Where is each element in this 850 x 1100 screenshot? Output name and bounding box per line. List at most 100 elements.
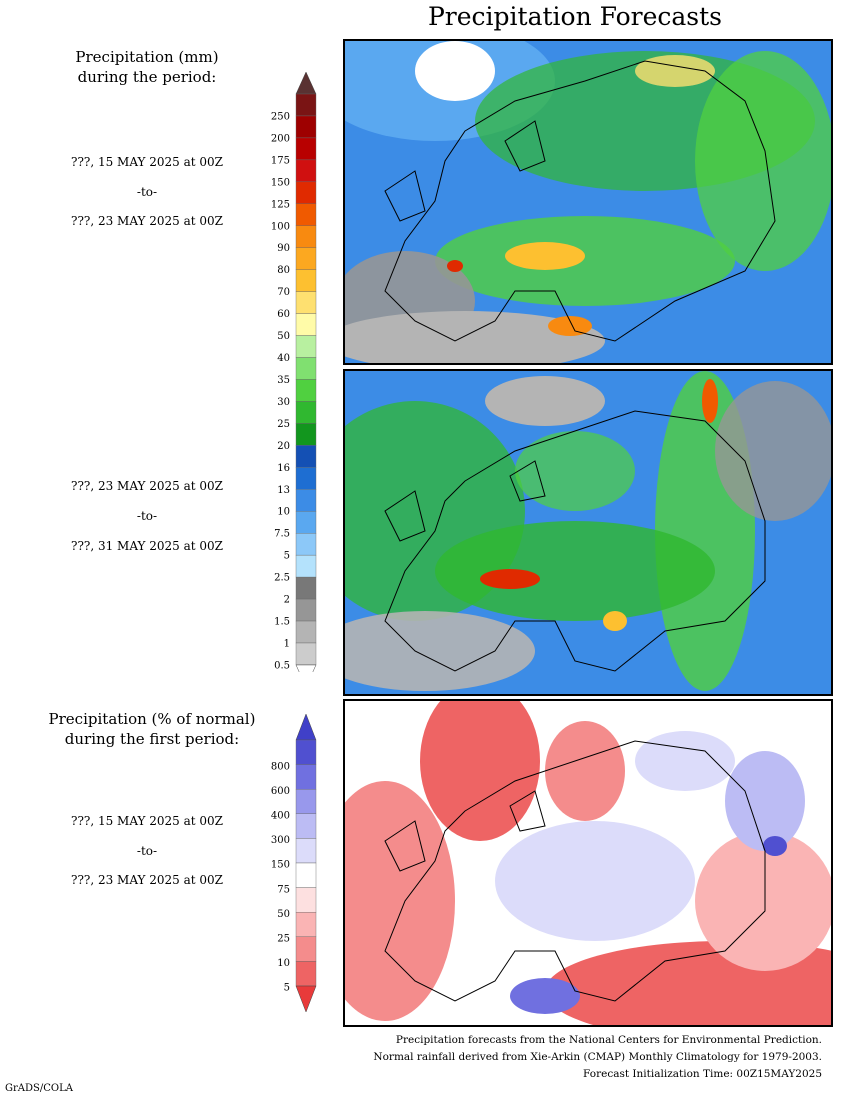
precip-colorbar-cell (295, 247, 317, 270)
precip-colorbar-tick-label: 200 (271, 133, 290, 144)
map-panel-percent-of-normal (343, 699, 833, 1027)
anomaly-colorbar-cell (295, 936, 317, 962)
footer-line1: Precipitation forecasts from the Nationa… (395, 1034, 822, 1046)
precip-colorbar-cell (295, 554, 317, 578)
panel1-caption-line2: during the period: (77, 68, 217, 86)
anomaly-colorbar-tick-label: 800 (271, 761, 290, 772)
anomaly-colorbar-cell (295, 764, 317, 790)
precip-colorbar-cell (295, 533, 317, 556)
precip-colorbar-tick-label: 25 (277, 419, 290, 430)
footer-line2: Normal rainfall derived from Xie-Arkin (… (373, 1051, 822, 1063)
precip-colorbar-tick-label: 80 (277, 265, 290, 276)
anomaly-colorbar-tick-label: 300 (271, 835, 290, 846)
anomaly-colorbar-cell (295, 739, 317, 765)
anomaly-colorbar-cell (295, 961, 317, 987)
panel3-caption: Precipitation (% of normal) during the f… (32, 709, 272, 749)
precipitation-colorbar: 250 200 175 150 125 100 90 80 70 60 50 40 35 30 25 20 16… (250, 71, 330, 688)
precip-colorbar-tick-label: 250 (271, 111, 290, 122)
precip-colorbar-tick-label: 20 (277, 441, 290, 452)
anomaly-colorbar-tick-label: 10 (277, 958, 290, 969)
anomaly-colorbar-cell (295, 838, 317, 864)
precip-colorbar-cell (295, 313, 317, 336)
map-panel-week2 (343, 369, 833, 696)
panel1-sep: -to- (136, 185, 158, 199)
precip-colorbar-tick-label: 2.5 (274, 573, 290, 584)
precip-colorbar-svg: 2502001751501251009080706050403530252016… (271, 71, 317, 688)
precip-colorbar-cell (295, 379, 317, 402)
panel3-start: ???, 15 MAY 2025 at 00Z (71, 814, 223, 828)
precip-colorbar-tick-label: 70 (277, 287, 290, 298)
precip-colorbar-cell (295, 489, 317, 512)
panel3-end: ???, 23 MAY 2025 at 00Z (71, 873, 223, 887)
precip-colorbar-cell (295, 445, 317, 468)
panel3-sep: -to- (136, 844, 158, 858)
precip-colorbar-bottom-arrow (295, 664, 317, 688)
anomaly-colorbar-svg: 800 600 400 300 150 75 50 25 10 5 (271, 713, 317, 1013)
precip-colorbar-cell (295, 620, 317, 644)
precip-colorbar-cell (295, 423, 317, 446)
precip-colorbar-top-arrow (295, 71, 317, 95)
anomaly-colorbar-cell (295, 862, 317, 888)
anomaly-colorbar-top-arrow (295, 713, 317, 741)
map-panel-week1 (343, 39, 833, 365)
precip-colorbar-tick-label: 40 (277, 353, 290, 364)
panel1-caption: Precipitation (mm) during the period: (32, 47, 262, 87)
precip-colorbar-cell (295, 115, 317, 139)
precip-colorbar-tick-label: 100 (271, 221, 290, 232)
precip-colorbar-cell (295, 291, 317, 314)
panel1-caption-line1: Precipitation (mm) (75, 48, 219, 66)
anomaly-colorbar-cell (295, 813, 317, 839)
panel2-sep: -to- (136, 509, 158, 523)
precip-colorbar-tick-label: 16 (277, 463, 290, 474)
precip-colorbar-cell (295, 203, 317, 226)
precip-colorbar-cell (295, 401, 317, 424)
precip-colorbar-cell (295, 357, 317, 380)
precip-colorbar-cell (295, 335, 317, 358)
precip-colorbar-tick-label: 125 (271, 199, 290, 210)
precip-colorbar-cell (295, 225, 317, 248)
precip-colorbar-tick-label: 5 (284, 551, 290, 562)
precip-colorbar-tick-label: 10 (277, 507, 290, 518)
panel1-end: ???, 23 MAY 2025 at 00Z (71, 214, 223, 228)
precip-colorbar-tick-label: 7.5 (274, 529, 290, 540)
footer-line3: Forecast Initialization Time: 00Z15MAY20… (583, 1068, 822, 1080)
precip-colorbar-tick-label: 0.5 (274, 660, 290, 671)
anomaly-colorbar-tick-label: 50 (277, 909, 290, 920)
panel2-start: ???, 23 MAY 2025 at 00Z (71, 479, 223, 493)
precip-colorbar-cell (295, 642, 317, 666)
page-title: Precipitation Forecasts (427, 2, 723, 31)
precip-colorbar-cell (295, 137, 317, 161)
precip-colorbar-tick-label: 50 (277, 331, 290, 342)
percent-of-normal-colorbar: 800 600 400 300 150 75 50 25 10 5 (250, 713, 330, 1014)
precip-colorbar-tick-label: 30 (277, 397, 290, 408)
precip-colorbar-tick-label: 175 (271, 155, 290, 166)
precip-colorbar-tick-label: 60 (277, 309, 290, 320)
panel3-caption-line1: Precipitation (% of normal) (48, 710, 256, 728)
precip-colorbar-tick-label: 1 (284, 639, 290, 650)
anomaly-colorbar-tick-label: 75 (277, 884, 290, 895)
panel1-start: ???, 15 MAY 2025 at 00Z (71, 155, 223, 169)
precip-colorbar-cell (295, 93, 317, 117)
precip-colorbar-tick-label: 2 (284, 595, 290, 606)
precip-colorbar-cell (295, 159, 317, 183)
anomaly-colorbar-bottom-arrow (295, 985, 317, 1013)
anomaly-colorbar-cell (295, 788, 317, 814)
anomaly-colorbar-tick-label: 5 (284, 983, 290, 994)
precip-colorbar-tick-label: 90 (277, 243, 290, 254)
anomaly-colorbar-tick-label: 25 (277, 934, 290, 945)
anomaly-colorbar-tick-label: 600 (271, 786, 290, 797)
precip-colorbar-cell (295, 181, 317, 204)
precip-colorbar-tick-label: 35 (277, 375, 290, 386)
precip-colorbar-tick-label: 1.5 (274, 617, 290, 628)
precip-colorbar-cell (295, 467, 317, 490)
precip-colorbar-cell (295, 598, 317, 622)
panel3-caption-line2: during the first period: (64, 730, 240, 748)
anomaly-colorbar-tick-label: 400 (271, 811, 290, 822)
precip-colorbar-cell (295, 511, 317, 534)
panel2-end: ???, 31 MAY 2025 at 00Z (71, 539, 223, 553)
anomaly-colorbar-cell (295, 887, 317, 913)
precip-colorbar-tick-label: 13 (277, 485, 290, 496)
precip-colorbar-cell (295, 269, 317, 292)
precip-colorbar-tick-label: 150 (271, 177, 290, 188)
credit-label: GrADS/COLA (5, 1083, 73, 1094)
